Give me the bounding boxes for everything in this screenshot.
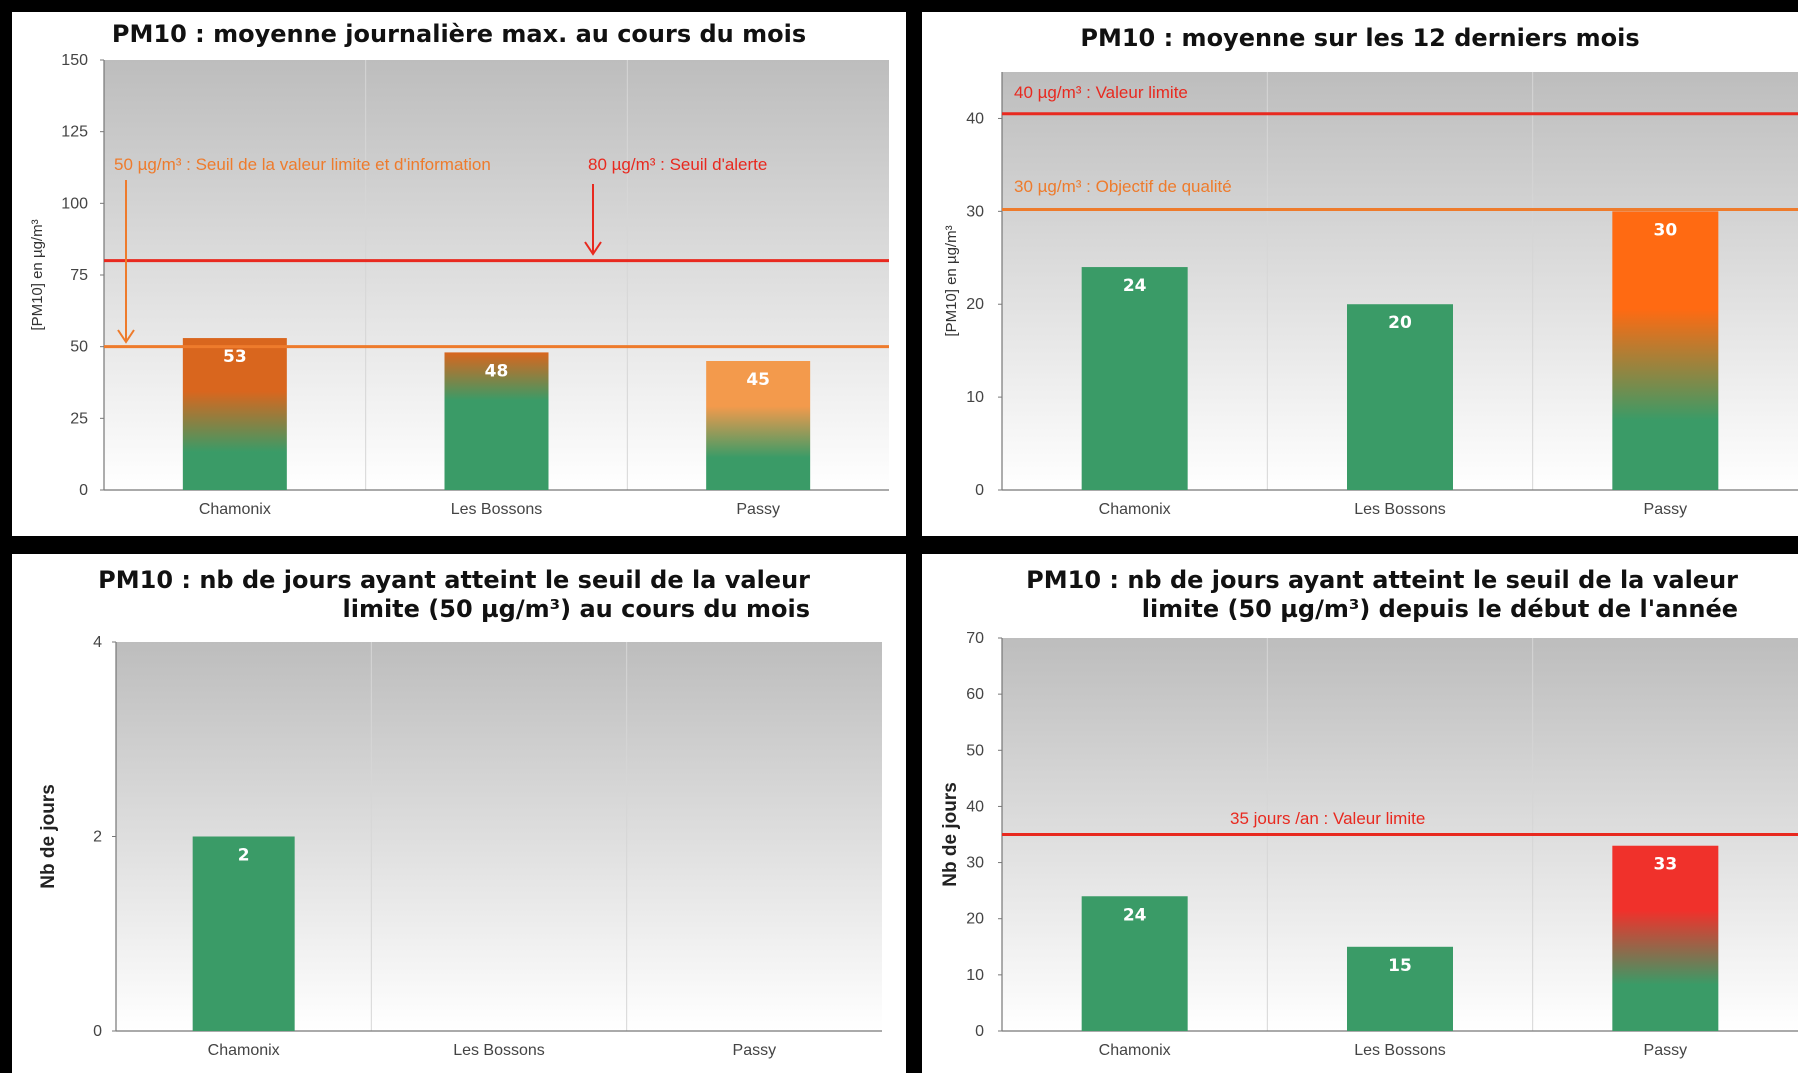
bar (1612, 211, 1719, 491)
y-tick-label: 4 (93, 634, 102, 651)
bar-value-label: 53 (223, 347, 247, 367)
y-tick-label: 40 (966, 798, 984, 815)
y-tick-label: 40 (966, 110, 984, 127)
y-tick-label: 0 (79, 482, 88, 499)
annotation-arrowhead (117, 329, 135, 344)
chart-title-line-1: PM10 : nb de jours ayant atteint le seui… (1026, 566, 1738, 594)
y-tick-label: 0 (93, 1023, 102, 1040)
chart-panel-daily-max: PM10 : moyenne journalière max. au cours… (12, 12, 906, 536)
chart-title: PM10 : nb de jours ayant atteint le seui… (922, 566, 1738, 624)
bar-value-label: 24 (1123, 905, 1147, 925)
threshold-label: 80 µg/m³ : Seuil d'alerte (588, 155, 767, 174)
y-axis-label: Nb de jours (38, 784, 59, 889)
bar (192, 836, 295, 1031)
bar (444, 352, 549, 490)
bar (1612, 845, 1719, 1031)
x-category-label: Passy (1644, 501, 1688, 518)
y-tick-label: 2 (93, 829, 102, 846)
y-tick-label: 30 (966, 855, 984, 872)
chart-title: PM10 : nb de jours ayant atteint le seui… (12, 566, 810, 624)
x-category-label: Chamonix (208, 1042, 280, 1059)
bar-value-label: 20 (1388, 313, 1412, 333)
y-tick-label: 25 (70, 410, 88, 427)
y-tick-label: 60 (966, 686, 984, 703)
y-tick-label: 50 (70, 339, 88, 356)
bar-value-label: 48 (485, 361, 509, 381)
chart-title: PM10 : moyenne journalière max. au cours… (111, 20, 807, 48)
x-category-label: Les Bossons (1354, 1042, 1446, 1059)
chart-panel-days-month: PM10 : nb de jours ayant atteint le seui… (12, 554, 906, 1073)
y-tick-label: 125 (61, 124, 88, 141)
bar (1081, 267, 1188, 490)
y-tick-label: 150 (61, 52, 88, 69)
x-category-label: Chamonix (1099, 501, 1171, 518)
y-tick-label: 20 (966, 296, 984, 313)
bar-value-label: 45 (746, 370, 770, 390)
bar-value-label: 30 (1653, 220, 1677, 240)
threshold-label: 30 µg/m³ : Objectif de qualité (1014, 177, 1232, 196)
bar-value-label: 24 (1123, 276, 1147, 296)
threshold-label: 40 µg/m³ : Valeur limite (1014, 83, 1188, 102)
x-category-label: Les Bossons (451, 501, 543, 518)
y-tick-label: 10 (966, 967, 984, 984)
y-tick-label: 75 (70, 267, 88, 284)
threshold-label: 35 jours /an : Valeur limite (1230, 809, 1425, 828)
bar (1347, 304, 1453, 490)
y-tick-label: 70 (966, 630, 984, 647)
x-category-label: Passy (1644, 1042, 1688, 1059)
y-tick-label: 100 (61, 195, 88, 212)
bar (182, 338, 287, 490)
y-tick-label: 0 (975, 482, 984, 499)
bar-chart-days-month: 0 2 4 Nb de jours 2 Chamonix Les Bossons Passy (38, 634, 882, 1059)
x-category-label: Passy (733, 1042, 777, 1059)
y-tick-label: 50 (966, 742, 984, 759)
y-tick-label: 20 (966, 911, 984, 928)
bar-value-label: 33 (1653, 855, 1677, 875)
y-tick-label: 30 (966, 203, 984, 220)
chart-title-line-2: limite (50 µg/m³) au cours du mois (342, 595, 810, 623)
bar (1081, 896, 1188, 1031)
x-category-label: Les Bossons (453, 1042, 545, 1059)
chart-panel-12-month-mean: PM10 : moyenne sur les 12 derniers mois … (922, 12, 1798, 536)
bar (706, 361, 811, 490)
chart-panel-days-year: PM10 : nb de jours ayant atteint le seui… (922, 554, 1798, 1073)
y-axis-label: [PM10] en µg/m³ (29, 219, 46, 330)
x-category-label: Chamonix (199, 501, 271, 518)
x-category-label: Les Bossons (1354, 501, 1446, 518)
chart-title-line-2: limite (50 µg/m³) depuis le début de l'a… (1141, 595, 1738, 623)
bar-value-label: 2 (238, 846, 250, 866)
bar-chart-daily-max: 0 25 50 75 100 125 150 [PM10] en µg/m³ 53 Chamoni… (29, 52, 889, 518)
x-category-label: Chamonix (1099, 1042, 1171, 1059)
y-axis-label: Nb de jours (940, 782, 961, 887)
bar-chart-12-month-mean: 0 10 20 30 40 [PM10] en µg/m³ 24 Chamonix 20 Les … (943, 72, 1798, 518)
y-tick-label: 0 (975, 1023, 984, 1040)
chart-title: PM10 : moyenne sur les 12 derniers mois (1080, 24, 1640, 52)
bar-value-label: 15 (1388, 956, 1412, 976)
bar-chart-days-year: 0 10 20 30 40 50 60 70 Nb de jours 24 Chamonix 15 Le… (940, 630, 1798, 1059)
y-axis-label: [PM10] en µg/m³ (943, 225, 960, 336)
y-tick-label: 10 (966, 389, 984, 406)
chart-title-line-1: PM10 : nb de jours ayant atteint le seui… (98, 566, 810, 594)
x-category-label: Passy (736, 501, 780, 518)
threshold-label: 50 µg/m³ : Seuil de la valeur limite et … (114, 155, 491, 174)
bar (1347, 946, 1453, 1031)
annotation-arrowhead (584, 241, 602, 256)
